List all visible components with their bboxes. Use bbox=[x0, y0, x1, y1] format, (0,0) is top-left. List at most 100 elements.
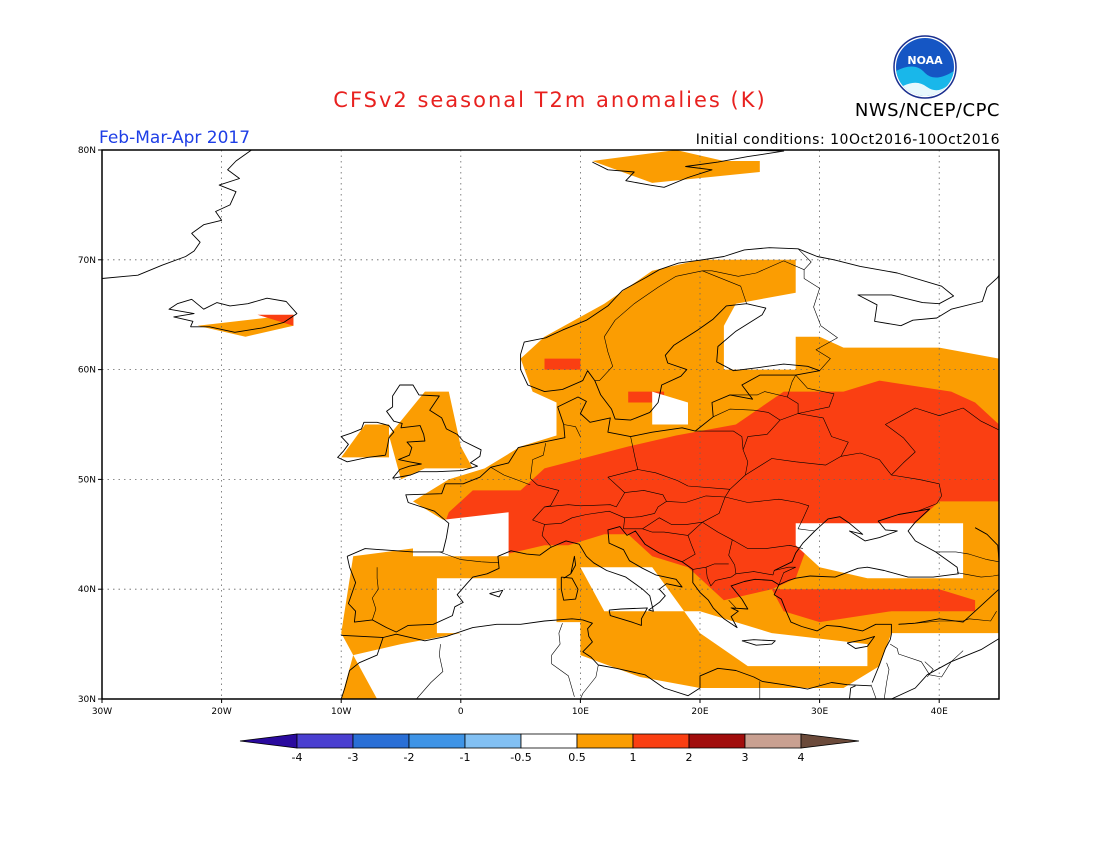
border-24 bbox=[594, 270, 747, 381]
border-8 bbox=[666, 495, 726, 503]
border-32 bbox=[890, 643, 964, 678]
colorbar-label: 3 bbox=[742, 751, 749, 764]
coastline-0 bbox=[347, 247, 999, 557]
neutral-region-2 bbox=[436, 578, 557, 634]
lon-label: 30W bbox=[92, 707, 112, 717]
lon-label: 20W bbox=[211, 707, 231, 717]
lon-label: 40E bbox=[931, 707, 948, 717]
border-40 bbox=[870, 684, 877, 699]
colorbar-label: 2 bbox=[686, 751, 693, 764]
map-frame bbox=[101, 149, 1000, 700]
noaa-logo: NOAA bbox=[893, 35, 957, 99]
coastline-20 bbox=[873, 638, 999, 699]
border-19 bbox=[729, 391, 799, 414]
colorbar-bin bbox=[520, 733, 578, 749]
colorbar-bin bbox=[576, 733, 634, 749]
border-33 bbox=[883, 662, 890, 699]
border-12 bbox=[692, 563, 729, 570]
coastline-14 bbox=[846, 635, 876, 649]
lon-label: 0 bbox=[458, 707, 464, 717]
lat-label: 40N bbox=[78, 585, 96, 595]
border-26 bbox=[885, 407, 999, 476]
border-36 bbox=[416, 644, 444, 699]
colorbar-bin bbox=[296, 733, 354, 749]
border-9 bbox=[725, 496, 815, 532]
anomaly-region-1-2-6 bbox=[771, 589, 976, 623]
map-axis-labels: 80N 70N 60N 50N 40N 30N 30W 20W 10W 0 10E 20E 30E 40E bbox=[78, 146, 948, 717]
lat-label: 70N bbox=[78, 256, 96, 266]
colorbar: -4 -3 -2 -1 -0.5 0.5 1 2 3 4 bbox=[239, 733, 860, 764]
coastline-2 bbox=[774, 508, 959, 578]
coastline-3 bbox=[778, 575, 811, 586]
border-7 bbox=[623, 489, 731, 530]
colorbar-bin bbox=[408, 733, 466, 749]
coastline-10 bbox=[563, 555, 577, 579]
border-22 bbox=[797, 248, 838, 371]
forecast-period: Feb-Mar-Apr 2017 bbox=[99, 128, 251, 148]
border-5 bbox=[630, 436, 639, 470]
graticule bbox=[102, 150, 999, 699]
border-3 bbox=[490, 467, 531, 486]
anomaly-region-1-2-9 bbox=[544, 358, 581, 370]
lat-label: 30N bbox=[78, 695, 96, 705]
coastline-1 bbox=[346, 526, 892, 683]
border-35 bbox=[353, 698, 354, 699]
anomaly-region-1-2-5 bbox=[436, 380, 999, 601]
colorbar-label: -0.5 bbox=[510, 751, 531, 764]
border-6 bbox=[544, 490, 667, 525]
initial-conditions: Initial conditions: 10Oct2016-10Oct2016 bbox=[695, 132, 1000, 148]
colorbar-label: -1 bbox=[460, 751, 471, 764]
neutral-region-3 bbox=[580, 567, 868, 667]
coastline-8 bbox=[102, 150, 252, 279]
coastline-11 bbox=[560, 576, 579, 601]
border-13 bbox=[705, 567, 737, 587]
neutral-region-4 bbox=[700, 237, 999, 315]
lat-label: 50N bbox=[78, 475, 96, 485]
colorbar-label: 4 bbox=[798, 751, 805, 764]
colorbar-label: -4 bbox=[292, 751, 303, 764]
border-4 bbox=[544, 430, 749, 508]
neutral-region-0 bbox=[795, 523, 964, 579]
coastline-17 bbox=[340, 637, 384, 699]
colorbar-bin bbox=[688, 733, 746, 749]
coastline-layer bbox=[102, 150, 999, 699]
colorbar-bin bbox=[744, 733, 802, 749]
border-11 bbox=[728, 539, 796, 576]
coastline-6 bbox=[337, 421, 395, 463]
border-37 bbox=[551, 623, 575, 697]
border-20 bbox=[787, 374, 796, 398]
anomaly-region-0.5-1-1 bbox=[389, 391, 473, 480]
border-0 bbox=[439, 551, 500, 564]
border-15 bbox=[687, 521, 703, 536]
neutral-region-6 bbox=[652, 391, 688, 425]
coastline-12 bbox=[608, 607, 648, 626]
neutral-anomaly-layer bbox=[413, 237, 999, 667]
country-border-layer bbox=[353, 248, 999, 699]
coastline-16 bbox=[341, 618, 872, 697]
border-25 bbox=[563, 424, 581, 437]
lat-label: 80N bbox=[78, 146, 96, 156]
coastline-5 bbox=[386, 384, 482, 479]
anomaly-region-0.5-1-3 bbox=[197, 314, 294, 337]
anomaly-region-0.5-1-4 bbox=[592, 150, 760, 183]
noaa-logo-text: NOAA bbox=[907, 54, 943, 67]
border-30 bbox=[957, 572, 999, 578]
chart-title: CFSv2 seasonal T2m anomalies (K) bbox=[333, 88, 767, 112]
lon-label: 10E bbox=[572, 707, 589, 717]
border-41 bbox=[728, 599, 737, 609]
coastline-19 bbox=[849, 685, 856, 699]
coastline-15 bbox=[489, 589, 504, 598]
border-38 bbox=[580, 664, 599, 699]
colorbar-low-arrow bbox=[239, 733, 298, 749]
lat-label: 60N bbox=[78, 366, 96, 376]
lon-label: 20E bbox=[691, 707, 708, 717]
border-31 bbox=[935, 551, 999, 563]
coastline-9 bbox=[592, 150, 785, 188]
lon-label: 30E bbox=[811, 707, 828, 717]
anomaly-region-1-2-8 bbox=[257, 314, 294, 326]
colorbar-label: -2 bbox=[404, 751, 415, 764]
colorbar-bin bbox=[464, 733, 522, 749]
border-29 bbox=[898, 611, 997, 625]
border-28 bbox=[778, 566, 796, 585]
